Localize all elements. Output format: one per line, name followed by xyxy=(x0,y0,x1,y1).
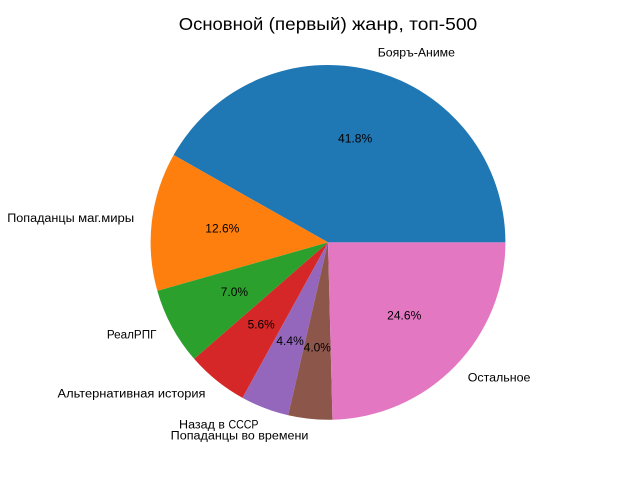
svg-text:7.0%: 7.0% xyxy=(221,286,248,299)
svg-text:Остальное: Остальное xyxy=(468,372,531,385)
svg-text:12.6%: 12.6% xyxy=(205,223,239,236)
svg-text:5.6%: 5.6% xyxy=(248,318,275,331)
svg-text:Основной(первый)жанр,топ-500: Основной (первый) жанр, топ-500 xyxy=(179,14,478,34)
svg-text:24.6%: 24.6% xyxy=(387,310,421,323)
svg-text:Бояръ-Аниме: Бояръ-Аниме xyxy=(378,47,455,60)
svg-text:РеалРПГ: РеалРПГ xyxy=(107,328,157,341)
svg-text:4.0%: 4.0% xyxy=(304,341,331,354)
svg-text:4.4%: 4.4% xyxy=(276,335,303,348)
svg-text:41.8%: 41.8% xyxy=(338,132,372,145)
